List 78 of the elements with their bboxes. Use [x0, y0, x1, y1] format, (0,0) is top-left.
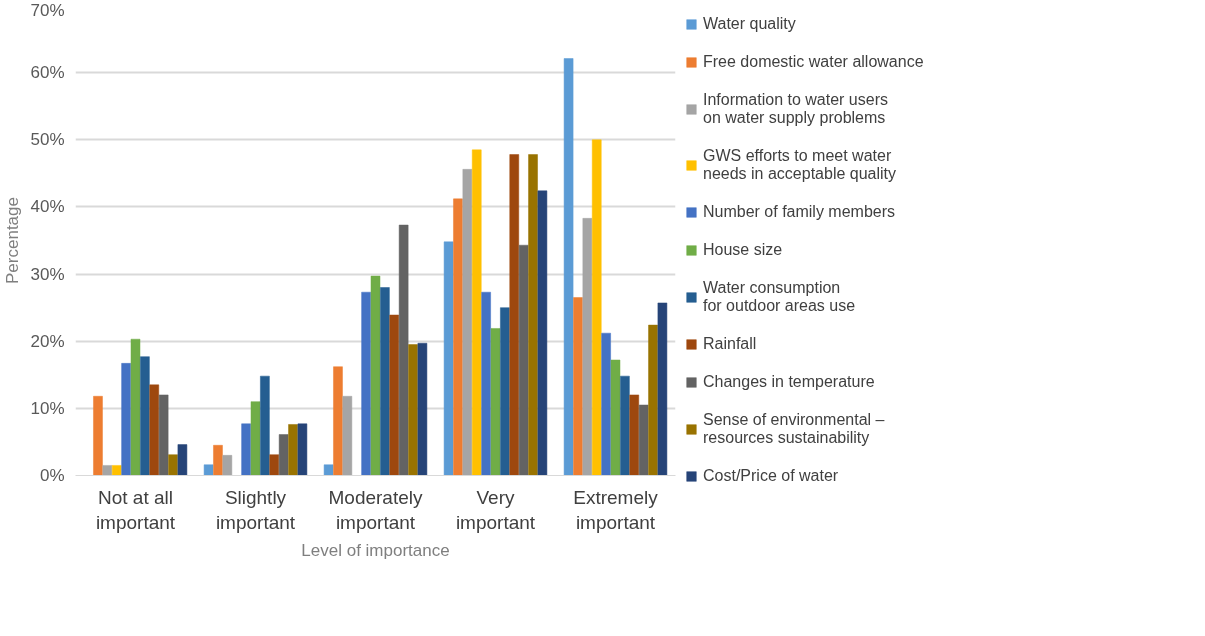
x-axis-title: Level of importance: [301, 540, 450, 560]
legend-label: Changes in temperature: [703, 373, 875, 391]
bar: [610, 359, 621, 476]
bar: [648, 324, 658, 476]
bar: [149, 384, 160, 476]
bar: [417, 342, 428, 476]
bar: [102, 465, 113, 476]
legend-label: Cost/Price of water: [703, 467, 839, 485]
bar: [528, 154, 538, 476]
x-tick-label: Slightly important: [215, 486, 296, 533]
legend-label: Water consumption for outdoor areas use: [703, 279, 856, 315]
bar: [591, 139, 602, 476]
bar: [111, 465, 122, 476]
bar: [537, 190, 548, 476]
bar: [471, 149, 482, 476]
bar: [490, 328, 501, 476]
bar: [177, 444, 188, 476]
bar: [370, 275, 381, 476]
bar: [601, 332, 611, 476]
y-tick-label: 50%: [30, 130, 65, 150]
bar: [323, 464, 334, 476]
y-tick-label: 40%: [30, 197, 65, 217]
y-tick-label: 30%: [30, 264, 65, 284]
legend-label: Sense of environmental – resources sustainability: [703, 411, 885, 447]
bar: [121, 363, 131, 476]
x-tick-label: Very important: [455, 486, 536, 533]
bar: [158, 394, 169, 476]
bar: [657, 302, 668, 476]
legend-label: Free domestic water allowance: [703, 53, 924, 71]
bar: [573, 297, 583, 476]
bar: [582, 218, 593, 476]
y-tick-label: 60%: [30, 63, 65, 83]
bar: [398, 224, 409, 476]
bar: [297, 423, 308, 476]
bar: [380, 287, 390, 476]
x-tick-label: Extremely important: [573, 486, 659, 533]
bar: [130, 338, 141, 476]
bar: [260, 375, 270, 476]
bar: [620, 375, 630, 476]
x-tick-label: Not at all important: [95, 486, 176, 533]
legend-label: GWS efforts to meet water needs in acceptable quality: [703, 147, 897, 183]
bar: [509, 154, 520, 476]
y-tick-label: 0%: [39, 466, 65, 485]
bar: [638, 404, 649, 476]
bar: [500, 307, 510, 476]
bar: [453, 198, 463, 476]
legend-label: Number of family members: [703, 203, 896, 221]
bar: [241, 423, 251, 476]
legend-label: Rainfall: [703, 335, 757, 353]
bar: [250, 401, 261, 476]
bar: [629, 394, 640, 476]
bar: [462, 169, 473, 476]
y-tick-label: 20%: [30, 331, 65, 351]
bar: [518, 244, 529, 476]
bar: [93, 396, 103, 476]
bar: [213, 445, 223, 476]
bar: [443, 241, 454, 476]
bar: [203, 464, 214, 476]
bar: [222, 455, 233, 476]
y-axis-title: Percentage: [3, 197, 23, 284]
bar: [481, 291, 491, 476]
bar: [563, 58, 574, 476]
bar: [269, 454, 280, 476]
bar: [342, 396, 353, 476]
bar: [278, 434, 289, 476]
bar: [361, 291, 371, 476]
y-tick-label: 10%: [30, 398, 65, 418]
bar: [288, 424, 298, 476]
bar: [333, 366, 343, 476]
bar: [408, 344, 418, 476]
y-tick-label: 70%: [30, 0, 65, 20]
x-tick-label: Moderately important: [328, 486, 423, 533]
legend-label: House size: [703, 241, 783, 259]
bar: [168, 454, 178, 476]
legend-label: Information to water users on water supply problems: [703, 91, 888, 127]
bar: [140, 356, 150, 476]
legend-label: Water quality: [703, 15, 796, 33]
bar: [389, 314, 400, 476]
